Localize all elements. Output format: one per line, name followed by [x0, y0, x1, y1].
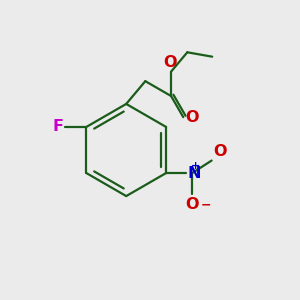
Text: O: O: [185, 197, 199, 212]
Text: O: O: [185, 110, 199, 125]
Text: +: +: [191, 161, 200, 172]
Text: O: O: [213, 144, 226, 159]
Text: O: O: [164, 55, 177, 70]
Text: F: F: [52, 119, 63, 134]
Text: N: N: [188, 166, 201, 181]
Text: −: −: [201, 198, 212, 211]
